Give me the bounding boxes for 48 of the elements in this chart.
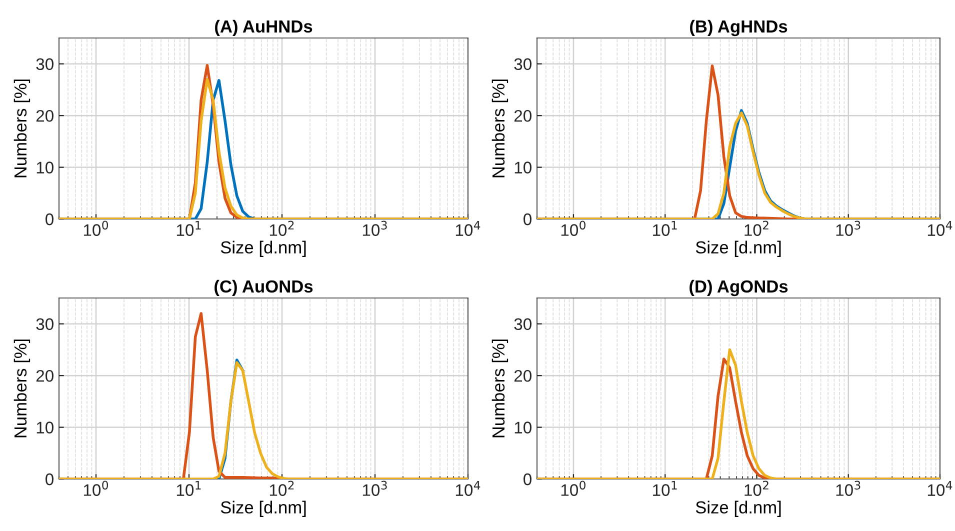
y-axis-title: Numbers [%] — [14, 340, 30, 438]
y-tick-label: 30 — [36, 318, 54, 330]
y-axis-title: Numbers [%] — [492, 340, 508, 438]
x-tick-label: 10$^{0}$ — [84, 220, 108, 236]
y-tick-label: 10 — [514, 162, 532, 174]
y-tick-label: 10 — [36, 162, 54, 174]
y-tick-label: 20 — [514, 370, 532, 382]
x-tick-label: 10$^{1}$ — [176, 480, 201, 496]
x-tick-label: 10$^{0}$ — [561, 480, 586, 496]
x-axis-title: Size [d.nm] — [220, 240, 306, 257]
chart-title: (A) AuHNDs — [215, 20, 312, 36]
x-tick-label: 10$^{2}$ — [744, 220, 768, 236]
x-tick-label: 10$^{4}$ — [456, 220, 480, 236]
x-tick-label: 10$^{3}$ — [836, 220, 860, 236]
y-tick-label: 30 — [514, 58, 532, 70]
x-tick-label: 10$^{3}$ — [362, 480, 387, 496]
x-tick-label: 10$^{2}$ — [270, 480, 294, 496]
x-axis-title: Size [d.nm] — [696, 500, 781, 517]
y-tick-label: 0 — [524, 473, 532, 486]
x-tick-label: 10$^{1}$ — [176, 220, 201, 236]
y-tick-label: 20 — [36, 110, 54, 122]
y-tick-label: 10 — [514, 422, 532, 434]
y-tick-label: 30 — [514, 318, 532, 330]
y-tick-label: 0 — [46, 213, 54, 226]
x-tick-label: 10$^{1}$ — [653, 480, 677, 496]
y-tick-label: 0 — [524, 213, 532, 226]
x-axis-title: Size [d.nm] — [696, 240, 781, 257]
x-tick-label: 10$^{3}$ — [836, 480, 860, 496]
chart-title: (B) AgHNDs — [690, 20, 788, 36]
y-tick-label: 20 — [514, 110, 532, 122]
y-axis-title: Numbers [%] — [14, 80, 30, 178]
y-tick-label: 20 — [36, 370, 54, 382]
x-tick-label: 10$^{1}$ — [653, 220, 677, 236]
x-axis-title: Size [d.nm] — [220, 500, 306, 517]
y-tick-label: 0 — [46, 473, 54, 486]
x-tick-label: 10$^{2}$ — [270, 220, 294, 236]
y-tick-label: 30 — [36, 58, 54, 70]
chart-title: (D) AgONDs — [690, 280, 788, 296]
x-tick-label: 10$^{0}$ — [561, 220, 586, 236]
y-axis-title: Numbers [%] — [492, 80, 508, 178]
x-tick-label: 10$^{3}$ — [362, 220, 387, 236]
chart-title: (C) AuONDs — [214, 280, 313, 296]
x-tick-label: 10$^{4}$ — [456, 480, 480, 496]
x-tick-label: 10$^{4}$ — [928, 220, 952, 236]
x-tick-label: 10$^{4}$ — [928, 480, 952, 496]
x-tick-label: 10$^{2}$ — [744, 480, 768, 496]
x-tick-label: 10$^{0}$ — [84, 480, 108, 496]
y-tick-label: 10 — [36, 422, 54, 434]
